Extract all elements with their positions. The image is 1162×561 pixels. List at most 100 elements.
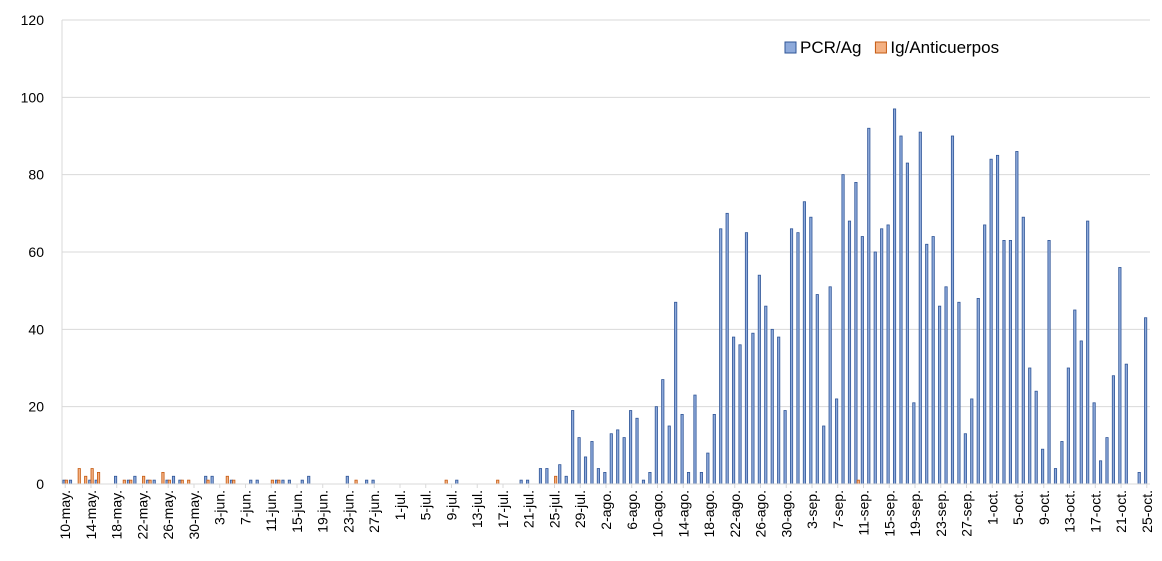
legend-swatch <box>784 41 797 54</box>
bar <box>905 162 909 485</box>
bar <box>277 479 281 485</box>
x-tick-label: 3-sep. <box>804 490 820 529</box>
x-tick-label: 10-may. <box>57 490 73 540</box>
bar <box>603 471 607 485</box>
bar <box>970 398 974 485</box>
bar <box>744 232 749 485</box>
x-tick-label: 11-jun. <box>263 490 279 532</box>
bar <box>255 479 259 485</box>
x-tick-label: 18-ago. <box>701 490 717 537</box>
bar <box>1015 151 1019 485</box>
bar <box>886 224 890 485</box>
x-tick-label: 25-oct. <box>1139 490 1155 533</box>
bar <box>944 286 948 485</box>
bar <box>847 220 852 485</box>
x-tick-label: 3-jun. <box>212 490 228 525</box>
bar <box>854 181 858 485</box>
bar <box>841 174 845 485</box>
legend-label: Ig/Anticuerpos <box>890 38 999 57</box>
x-tick-label: 14-may. <box>83 490 99 540</box>
bar <box>1002 239 1006 485</box>
bar <box>1092 402 1096 485</box>
bar <box>622 437 626 485</box>
bar <box>699 471 703 485</box>
bar <box>899 135 903 485</box>
x-tick-label: 17-jul. <box>495 490 511 528</box>
bar <box>686 471 691 485</box>
x-tick-label: 15-sep. <box>881 490 897 537</box>
bar <box>751 332 755 485</box>
bar <box>629 410 633 485</box>
bar <box>892 108 897 485</box>
bar <box>206 479 210 485</box>
x-tick-label: 1-oct. <box>984 490 1000 525</box>
bar <box>1137 471 1141 485</box>
bar <box>880 228 884 485</box>
x-tick-label: 14-ago. <box>675 490 691 537</box>
bar <box>365 479 369 485</box>
bar <box>680 413 684 485</box>
bar <box>152 479 156 485</box>
bar <box>796 232 800 485</box>
bar <box>925 243 929 485</box>
bar <box>97 471 101 485</box>
bar <box>674 301 678 485</box>
x-tick-label: 30-ago. <box>778 490 794 537</box>
y-tick-label: 120 <box>21 12 45 28</box>
bar <box>1124 363 1128 485</box>
bar <box>571 410 575 485</box>
bar <box>167 479 171 485</box>
bar <box>148 479 152 485</box>
bar <box>725 212 729 485</box>
bar <box>732 336 736 485</box>
bar <box>232 479 236 485</box>
x-tick-label: 23-jun. <box>340 490 356 533</box>
bar <box>1021 216 1025 485</box>
bar <box>171 475 176 485</box>
bar <box>287 479 291 485</box>
bar <box>371 479 375 485</box>
bar <box>635 417 639 485</box>
bar <box>783 410 787 485</box>
bar <box>444 479 448 485</box>
bar <box>77 468 81 485</box>
bar <box>995 154 1000 485</box>
bar <box>1098 460 1103 485</box>
bar <box>1047 239 1051 485</box>
bar <box>281 479 285 485</box>
bar <box>455 479 459 485</box>
bar <box>693 394 697 485</box>
bar <box>764 305 768 485</box>
x-tick-label: 19-sep. <box>907 490 923 537</box>
bar <box>1008 239 1012 485</box>
x-tick-label: 30-may. <box>186 490 202 540</box>
bar <box>983 224 987 485</box>
x-tick-label: 19-jun. <box>315 490 331 533</box>
bar <box>225 475 229 485</box>
bar <box>122 479 126 485</box>
bar <box>161 471 165 485</box>
bar <box>187 479 191 485</box>
bar <box>963 433 967 485</box>
x-tick-label: 23-sep. <box>933 490 949 537</box>
bar <box>84 475 88 485</box>
bar <box>583 456 588 485</box>
bar <box>616 429 620 485</box>
bar <box>354 479 358 485</box>
bar <box>667 425 671 485</box>
x-tick-label: 13-jul. <box>469 490 485 528</box>
bar <box>757 274 761 485</box>
bar <box>918 131 922 485</box>
x-tick-label: 7-jun. <box>237 490 253 525</box>
y-tick-label: 60 <box>28 244 44 260</box>
x-tick-label: 22-may. <box>134 490 150 540</box>
bar <box>496 479 500 485</box>
bar <box>1105 437 1109 485</box>
bar <box>822 425 826 485</box>
x-tick-label: 15-jun. <box>289 490 305 533</box>
bar <box>712 413 716 485</box>
x-tick-label: 7-sep. <box>830 490 846 529</box>
bar <box>545 468 549 485</box>
bar <box>554 475 558 485</box>
bar <box>828 286 832 485</box>
